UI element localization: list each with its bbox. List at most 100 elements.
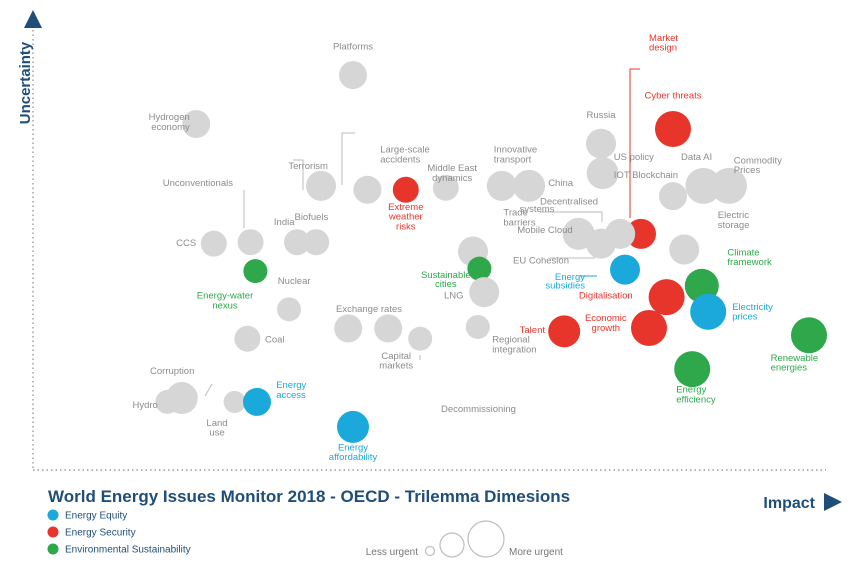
- label-middle-east: Middle East: [427, 163, 477, 174]
- label-cities: cities: [435, 279, 457, 290]
- label-energy: Energy: [338, 442, 368, 453]
- bubble-exchange-rates: [334, 314, 363, 343]
- label-access: access: [276, 390, 306, 401]
- bubble-us-policy: [586, 157, 619, 190]
- label-trade: Trade: [503, 208, 527, 219]
- label-india: India: [274, 217, 295, 228]
- label-innovative: Innovative: [494, 145, 537, 156]
- chart-title: World Energy Issues Monitor 2018 - OECD …: [48, 487, 570, 506]
- bubble-decentralised-systems: [586, 228, 616, 259]
- bubble-renewable-energies: [791, 317, 827, 354]
- y-axis-title: Uncertainty: [17, 41, 34, 124]
- label-efficiency: efficiency: [676, 394, 716, 405]
- label-decentralised: Decentralised: [540, 196, 598, 207]
- label-markets: markets: [379, 361, 413, 372]
- label-economy: economy: [151, 122, 190, 133]
- label-russia: Russia: [586, 110, 616, 121]
- y-axis-arrow-icon: [24, 10, 42, 28]
- label-weather: weather: [388, 212, 423, 223]
- leader-large-scale-accidents: [341, 132, 355, 185]
- label-climate: Climate: [727, 247, 759, 258]
- bubble-commodity-prices: [711, 167, 747, 204]
- bubble-biofuels: [303, 229, 330, 256]
- label-affordability: affordability: [329, 452, 378, 463]
- label-prices: Prices: [734, 165, 761, 176]
- bubble-hydrogen-economy: [182, 110, 211, 139]
- label-china: China: [548, 178, 574, 189]
- label-use: use: [209, 428, 224, 439]
- label-nexus: nexus: [212, 300, 238, 311]
- label-data-ai: Data AI: [681, 152, 712, 163]
- bubble-energy-access: [243, 387, 271, 416]
- label-renewable: Renewable: [771, 353, 819, 364]
- label-transport: transport: [494, 154, 532, 165]
- bubble-terrorism: [306, 170, 336, 201]
- bubble-talent: [548, 315, 581, 348]
- leader-terrorism: [293, 159, 304, 190]
- bubble-china: [513, 169, 545, 202]
- bubble-sustainable-cities: [467, 256, 492, 281]
- label-electricity: Electricity: [732, 302, 773, 313]
- label-mobile-cloud: Mobile Cloud: [517, 225, 572, 236]
- label-prices: prices: [732, 312, 758, 323]
- bubble-land-use: [223, 390, 246, 413]
- label-storage: storage: [718, 220, 750, 231]
- bubble-large-scale-accidents: [353, 175, 382, 204]
- label-nuclear: Nuclear: [278, 276, 311, 287]
- label-eu-cohesion: EU Cohesion: [513, 255, 569, 266]
- bubble-platforms: [339, 61, 367, 90]
- label-hydro: Hydro: [132, 400, 157, 411]
- bubble-market-design: [626, 218, 656, 249]
- size-legend-more-label: More urgent: [509, 547, 563, 558]
- label-lng: LNG: [444, 291, 464, 302]
- label-ccs: CCS: [176, 238, 196, 249]
- bubble-unconventionals: [237, 229, 264, 256]
- label-large-scale: Large-scale: [380, 145, 430, 156]
- label-cyber-threats: Cyber threats: [644, 91, 701, 102]
- legend-label-energy-equity: Energy Equity: [65, 511, 127, 522]
- bubble-extreme-weather-risks: [392, 176, 419, 203]
- label-design: design: [649, 43, 677, 54]
- bubble-capital-markets: [408, 326, 433, 351]
- size-legend-circle-1: [424, 545, 436, 557]
- label-sustainable: Sustainable: [421, 270, 471, 281]
- legend-swatch-environmental-sustainability: [47, 543, 59, 555]
- bubble-energy-affordability: [337, 410, 369, 443]
- bubble-data-ai: [685, 167, 722, 204]
- bubble-energy-subsidies: [610, 254, 640, 285]
- bubble-cyber-threats: [655, 111, 691, 147]
- label-regional: Regional: [492, 335, 530, 346]
- legend-label-energy-security: Energy Security: [65, 528, 136, 539]
- label-market: Market: [649, 33, 678, 44]
- label-decommissioning: Decommissioning: [441, 404, 516, 415]
- label-growth: growth: [592, 323, 621, 334]
- bubble-electricity-prices: [690, 293, 727, 330]
- label-integration: integration: [492, 344, 536, 355]
- label-coal: Coal: [265, 335, 285, 346]
- label-risks: risks: [396, 221, 416, 232]
- x-axis-arrow-icon: [824, 493, 842, 511]
- label-electric: Electric: [718, 210, 749, 221]
- label-dynamics: dynamics: [432, 173, 472, 184]
- label-economic: Economic: [585, 313, 627, 324]
- label-exchange-rates: Exchange rates: [336, 304, 402, 315]
- bubble-russia: [586, 128, 616, 159]
- label-digitalisation: Digitalisation: [579, 291, 633, 302]
- label-commodity: Commodity: [734, 155, 782, 166]
- label-extreme: Extreme: [388, 202, 423, 213]
- legend-swatch-energy-security: [47, 526, 59, 538]
- x-axis-title: Impact: [763, 495, 815, 512]
- label-energy: Energy: [555, 272, 585, 283]
- legend-swatch-energy-equity: [47, 509, 59, 521]
- label-energy: Energy: [676, 385, 706, 396]
- label-talent: Talent: [520, 325, 546, 336]
- bubble-iot-blockchain: [659, 182, 687, 211]
- label-barriers: barriers: [503, 218, 535, 229]
- bubble-ccs: [200, 230, 227, 257]
- bubble-digitalisation: [648, 279, 685, 316]
- label-capital: Capital: [381, 351, 411, 362]
- label-us-policy: US policy: [614, 152, 654, 163]
- bubble-energy-efficiency: [674, 351, 711, 388]
